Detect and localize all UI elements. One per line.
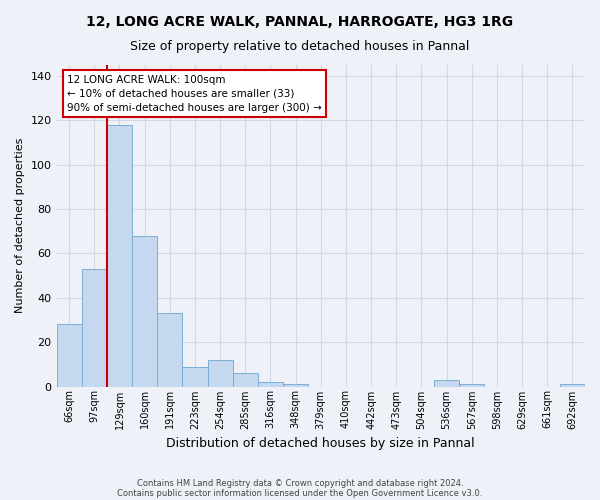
Bar [283, 384, 308, 386]
Text: Size of property relative to detached houses in Pannal: Size of property relative to detached ho… [130, 40, 470, 53]
Bar [182, 366, 208, 386]
Bar [82, 269, 107, 386]
Bar [233, 373, 258, 386]
Bar [132, 236, 157, 386]
Text: 12 LONG ACRE WALK: 100sqm
← 10% of detached houses are smaller (33)
90% of semi-: 12 LONG ACRE WALK: 100sqm ← 10% of detac… [67, 74, 322, 112]
Bar [560, 384, 585, 386]
Bar [107, 125, 132, 386]
X-axis label: Distribution of detached houses by size in Pannal: Distribution of detached houses by size … [166, 437, 475, 450]
Bar [459, 384, 484, 386]
Text: 12, LONG ACRE WALK, PANNAL, HARROGATE, HG3 1RG: 12, LONG ACRE WALK, PANNAL, HARROGATE, H… [86, 15, 514, 29]
Text: Contains HM Land Registry data © Crown copyright and database right 2024.: Contains HM Land Registry data © Crown c… [137, 478, 463, 488]
Bar [208, 360, 233, 386]
Y-axis label: Number of detached properties: Number of detached properties [15, 138, 25, 314]
Bar [434, 380, 459, 386]
Bar [56, 324, 82, 386]
Text: Contains public sector information licensed under the Open Government Licence v3: Contains public sector information licen… [118, 488, 482, 498]
Bar [258, 382, 283, 386]
Bar [157, 314, 182, 386]
